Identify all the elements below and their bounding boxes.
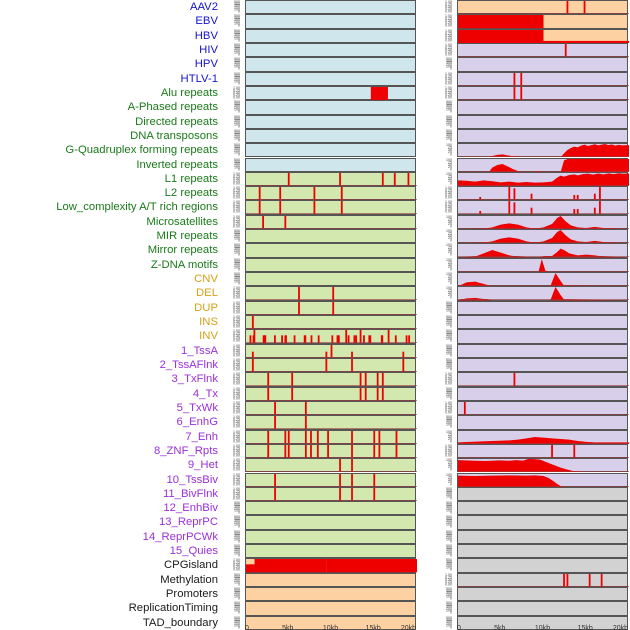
svg-text:0.00: 0.00: [445, 382, 452, 386]
svg-text:0: 0: [450, 109, 452, 113]
svg-text:0: 0: [238, 596, 240, 600]
svg-text:0.00: 0.00: [445, 210, 452, 214]
svg-text:0.00: 0.00: [233, 324, 240, 328]
svg-text:0.00: 0.00: [233, 353, 240, 357]
svg-text:10kb: 10kb: [323, 625, 338, 630]
svg-text:0: 0: [450, 181, 452, 185]
svg-text:0: 0: [450, 138, 452, 142]
svg-text:0: 0: [238, 138, 240, 142]
svg-text:0: 0: [450, 353, 452, 357]
svg-text:5kb: 5kb: [282, 625, 293, 630]
svg-text:0: 0: [450, 496, 452, 500]
svg-text:0.00: 0.00: [233, 439, 240, 443]
svg-text:0: 0: [238, 582, 240, 586]
svg-text:0: 0: [238, 167, 240, 171]
svg-text:0.00: 0.00: [233, 467, 240, 471]
svg-text:0: 0: [450, 525, 452, 529]
svg-text:0: 0: [450, 224, 452, 228]
svg-text:0: 0: [238, 9, 240, 13]
svg-text:0: 0: [450, 339, 452, 343]
svg-text:0.00: 0.00: [445, 24, 452, 28]
svg-text:0: 0: [238, 124, 240, 128]
svg-text:0.00: 0.00: [233, 310, 240, 314]
svg-text:20kb: 20kb: [401, 625, 416, 630]
svg-text:0: 0: [450, 611, 452, 615]
svg-text:0.00: 0.00: [233, 496, 240, 500]
svg-text:0: 0: [238, 611, 240, 615]
svg-text:0.00: 0.00: [233, 224, 240, 228]
svg-text:0: 0: [238, 525, 240, 529]
svg-text:0: 0: [450, 467, 452, 471]
svg-text:0.00: 0.00: [233, 453, 240, 457]
svg-text:0: 0: [450, 439, 452, 443]
svg-text:0: 0: [238, 253, 240, 257]
svg-text:0: 0: [238, 38, 240, 42]
svg-text:0.00: 0.00: [233, 396, 240, 400]
svg-text:0: 0: [450, 152, 452, 156]
svg-text:15kb: 15kb: [366, 625, 381, 630]
svg-text:0: 0: [450, 281, 452, 285]
svg-text:0: 0: [450, 296, 452, 300]
svg-text:0: 0: [450, 310, 452, 314]
svg-text:0.00: 0.00: [445, 582, 452, 586]
svg-text:0: 0: [450, 568, 452, 572]
svg-text:0: 0: [238, 81, 240, 85]
svg-text:0: 0: [450, 124, 452, 128]
svg-text:0: 0: [245, 625, 249, 630]
svg-text:0: 0: [450, 167, 452, 171]
svg-text:0.00: 0.00: [233, 568, 240, 572]
svg-text:5kb: 5kb: [494, 625, 505, 630]
svg-text:20kb: 20kb: [613, 625, 628, 630]
svg-text:0.00: 0.00: [233, 424, 240, 428]
svg-text:0: 0: [450, 539, 452, 543]
svg-text:0: 0: [457, 625, 461, 630]
svg-text:0.00: 0.00: [233, 367, 240, 371]
svg-text:15kb: 15kb: [578, 625, 593, 630]
svg-text:10kb: 10kb: [535, 625, 550, 630]
svg-text:0: 0: [450, 67, 452, 71]
svg-text:0.00: 0.00: [445, 410, 452, 414]
svg-text:0: 0: [450, 596, 452, 600]
svg-text:0.00: 0.00: [445, 81, 452, 85]
svg-text:0.00: 0.00: [445, 95, 452, 99]
svg-text:0.00: 0.00: [233, 482, 240, 486]
svg-text:0: 0: [238, 109, 240, 113]
svg-text:0.00: 0.00: [233, 339, 240, 343]
svg-text:0: 0: [450, 324, 452, 328]
svg-text:0: 0: [238, 52, 240, 56]
svg-text:0: 0: [450, 367, 452, 371]
svg-text:0: 0: [450, 267, 452, 271]
svg-text:0.00: 0.00: [233, 95, 240, 99]
svg-text:0.00: 0.00: [445, 453, 452, 457]
svg-text:0.00: 0.00: [445, 9, 452, 13]
svg-text:0.00: 0.00: [445, 38, 452, 42]
svg-text:0.00: 0.00: [233, 410, 240, 414]
svg-text:0.00: 0.00: [445, 52, 452, 56]
svg-text:0.00: 0.00: [233, 382, 240, 386]
svg-text:0: 0: [450, 553, 452, 557]
svg-text:0.00: 0.00: [233, 210, 240, 214]
svg-text:0: 0: [450, 396, 452, 400]
svg-text:0: 0: [238, 510, 240, 514]
svg-text:0: 0: [450, 253, 452, 257]
svg-text:0: 0: [238, 152, 240, 156]
svg-text:0: 0: [238, 24, 240, 28]
svg-text:0: 0: [238, 267, 240, 271]
svg-text:0: 0: [238, 67, 240, 71]
svg-text:0: 0: [450, 238, 452, 242]
svg-text:0: 0: [238, 281, 240, 285]
svg-text:0: 0: [450, 482, 452, 486]
svg-text:0: 0: [238, 539, 240, 543]
svg-text:0: 0: [238, 238, 240, 242]
svg-text:0.00: 0.00: [233, 296, 240, 300]
svg-text:0.00: 0.00: [233, 195, 240, 199]
svg-text:0.00: 0.00: [445, 195, 452, 199]
svg-text:0.00: 0.00: [233, 181, 240, 185]
svg-text:0: 0: [238, 553, 240, 557]
svg-text:0: 0: [450, 510, 452, 514]
svg-text:0: 0: [450, 424, 452, 428]
